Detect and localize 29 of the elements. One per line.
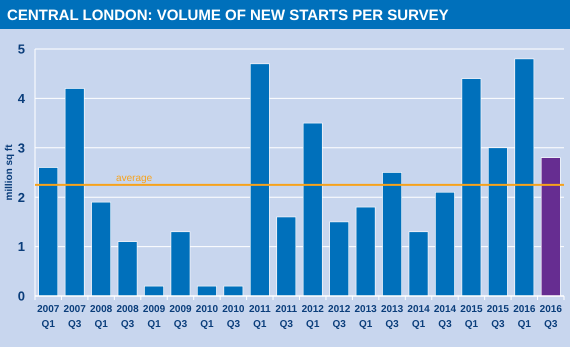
x-tick-label: 2015 Q3	[486, 304, 510, 330]
chart-title: CENTRAL LONDON: VOLUME OF NEW STARTS PER SURVEY	[7, 7, 449, 24]
x-tick-label: 2009 Q1	[142, 304, 166, 330]
x-tick-label: 2016 Q3	[540, 304, 562, 330]
x-tick-label: 2014 Q3	[434, 304, 457, 330]
y-tick-label: 3	[18, 140, 25, 156]
x-tick-label: 2015 Q1	[460, 304, 483, 330]
x-tick-label: 2009 Q3	[169, 304, 192, 330]
ref-line-label: average	[116, 172, 153, 184]
x-tick-label: 2011 Q3	[275, 304, 298, 330]
x-tick-label: 2007 Q3	[64, 304, 86, 330]
y-tick-label: 5	[18, 42, 25, 57]
x-tick-label: 2010 Q1	[196, 304, 218, 330]
x-tick-label: 2007 Q1	[37, 304, 60, 330]
y-axis-title: million sq ft	[4, 144, 15, 201]
y-tick-label: 4	[18, 90, 26, 106]
x-tick-label: 2014 Q1	[407, 304, 430, 330]
x-tick-label: 2013 Q3	[380, 304, 404, 330]
x-tick-label: 2008 Q1	[90, 304, 113, 330]
x-tick-label: 2013 Q1	[354, 304, 378, 330]
y-tick-label: 0	[18, 288, 25, 304]
x-tick-label: 2010 Q3	[222, 304, 245, 330]
y-tick-label: 2	[18, 190, 25, 205]
x-tick-label: 2012 Q3	[328, 304, 351, 330]
x-tick-label: 2012 Q1	[302, 304, 324, 330]
x-tick-label: 2016 Q1	[513, 304, 536, 330]
x-tick-label: 2011 Q1	[248, 304, 272, 330]
x-tick-label: 2008 Q3	[116, 304, 140, 330]
y-tick-label: 1	[18, 239, 25, 254]
